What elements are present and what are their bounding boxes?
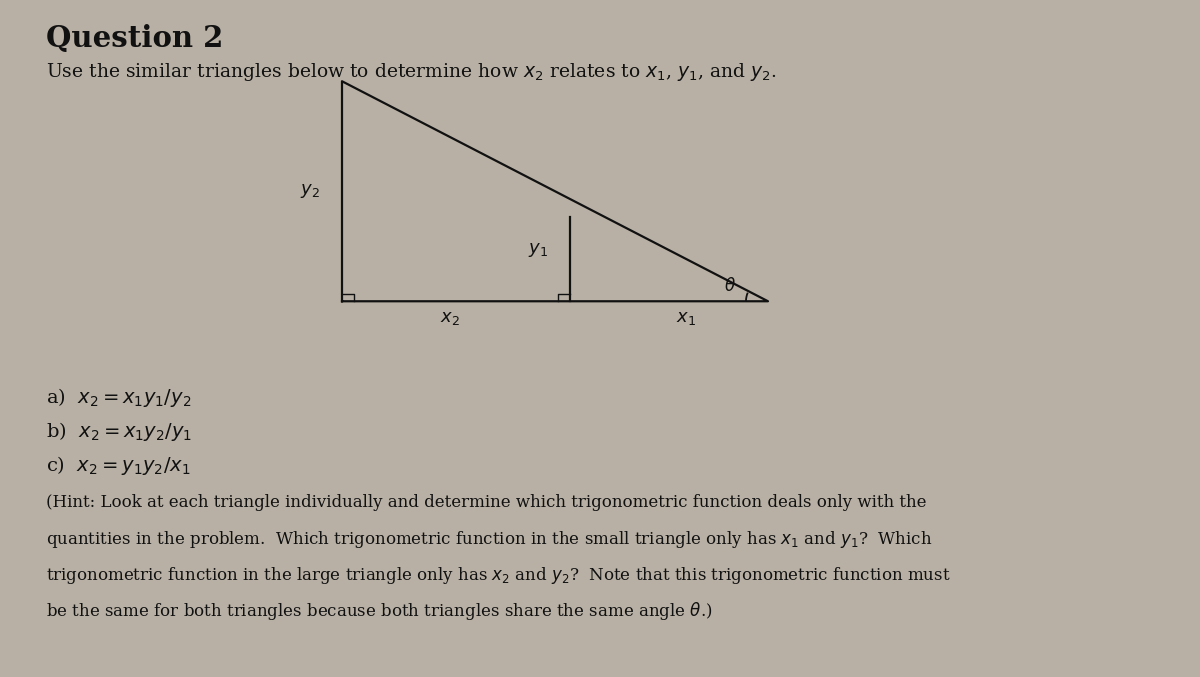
- Text: be the same for both triangles because both triangles share the same angle $\the: be the same for both triangles because b…: [46, 600, 712, 621]
- Text: $y_2$: $y_2$: [300, 182, 319, 200]
- Text: quantities in the problem.  Which trigonometric function in the small triangle o: quantities in the problem. Which trigono…: [46, 529, 932, 550]
- Text: (Hint: Look at each triangle individually and determine which trigonometric func: (Hint: Look at each triangle individuall…: [46, 494, 926, 511]
- Text: $x_1$: $x_1$: [677, 309, 696, 327]
- Text: Use the similar triangles below to determine how $x_2$ relates to $x_1$, $y_1$, : Use the similar triangles below to deter…: [46, 61, 776, 83]
- Text: c)  $x_2 = y_1y_2/x_1$: c) $x_2 = y_1y_2/x_1$: [46, 454, 191, 477]
- Text: $y_1$: $y_1$: [528, 242, 547, 259]
- Text: a)  $x_2 = x_1y_1/y_2$: a) $x_2 = x_1y_1/y_2$: [46, 386, 191, 409]
- Text: Question 2: Question 2: [46, 24, 223, 53]
- Text: $\theta$: $\theta$: [724, 277, 736, 294]
- Text: b)  $x_2 = x_1y_2/y_1$: b) $x_2 = x_1y_2/y_1$: [46, 420, 192, 443]
- Text: $x_2$: $x_2$: [440, 309, 460, 327]
- Text: trigonometric function in the large triangle only has $x_2$ and $y_2$?  Note tha: trigonometric function in the large tria…: [46, 565, 950, 586]
